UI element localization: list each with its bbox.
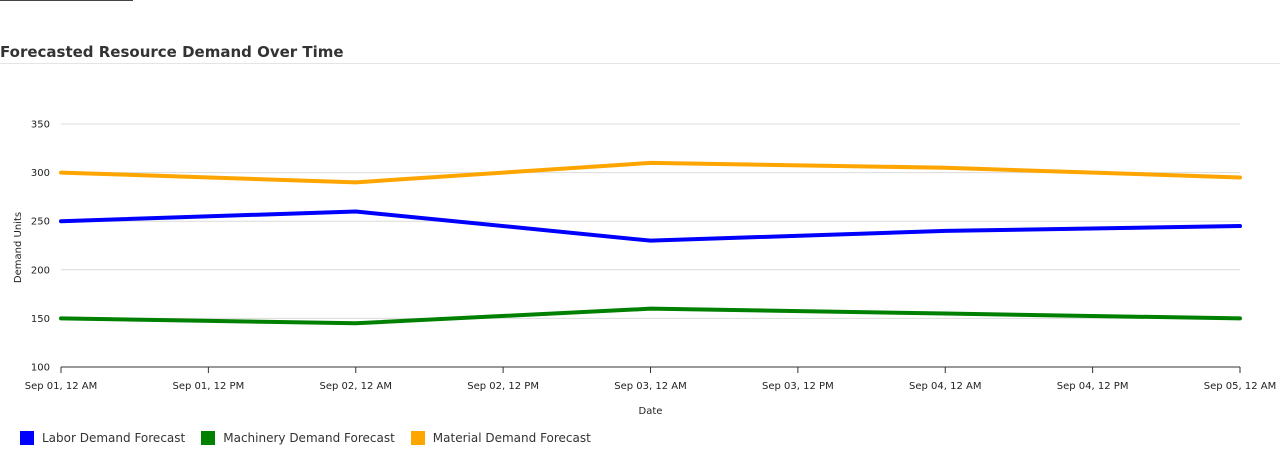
legend-item[interactable]: Labor Demand Forecast [20,431,185,445]
legend-item[interactable]: Material Demand Forecast [410,431,591,445]
legend-swatch [410,431,425,445]
x-tick-label: Sep 03, 12 PM [762,381,834,392]
x-tick-label: Sep 02, 12 PM [467,381,539,392]
x-tick-label: Sep 03, 12 AM [614,381,686,392]
y-tick-label: 300 [31,168,50,179]
series-line [59,160,1242,185]
legend-label: Labor Demand Forecast [42,431,186,445]
top-divider-stub [0,0,133,1]
series-line [59,209,1242,243]
y-tick-label: 150 [31,314,50,325]
legend-item[interactable]: Machinery Demand Forecast [201,431,395,445]
x-tick-label: Sep 04, 12 AM [909,381,981,392]
x-tick-label: Sep 01, 12 AM [25,381,97,392]
series-line [59,306,1242,326]
y-tick-label: 250 [31,217,50,228]
y-axis-label: Demand Units [13,212,24,283]
x-tick-label: Sep 05, 12 AM [1204,381,1276,392]
legend-label: Material Demand Forecast [432,431,591,445]
chart-title: Forecasted Resource Demand Over Time [0,43,344,61]
y-tick-label: 200 [31,265,50,276]
x-axis-label: Date [639,406,663,417]
x-tick-label: Sep 02, 12 AM [320,381,392,392]
y-tick-label: 100 [31,363,50,374]
legend-swatch [201,431,216,445]
y-tick-label: 350 [31,120,50,131]
title-divider [0,63,1280,64]
x-tick-label: Sep 04, 12 PM [1057,381,1129,392]
legend-label: Machinery Demand Forecast [223,431,395,445]
legend-swatch [20,431,34,445]
x-tick-label: Sep 01, 12 PM [173,381,245,392]
chart-legend: Labor Demand Forecast Machinery Demand Fo… [20,431,607,445]
